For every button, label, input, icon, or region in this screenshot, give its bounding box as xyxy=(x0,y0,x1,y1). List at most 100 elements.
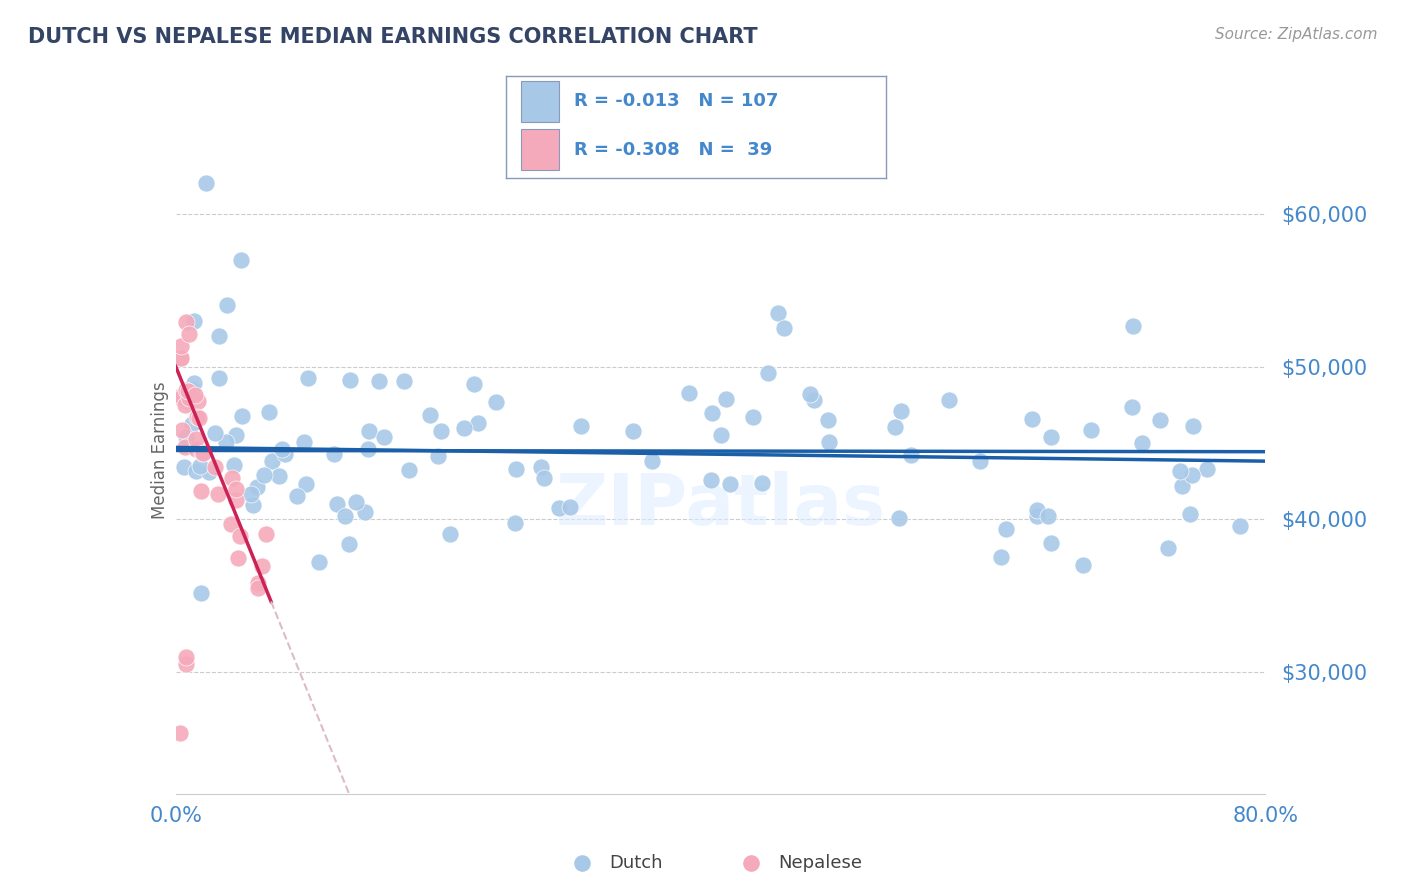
Point xyxy=(529,460,551,475)
Point xyxy=(297,371,319,385)
Point xyxy=(322,447,344,461)
Point xyxy=(174,649,197,664)
Point xyxy=(174,394,197,409)
Point xyxy=(426,449,449,463)
Point xyxy=(217,298,239,312)
Point xyxy=(818,435,841,450)
Point xyxy=(225,428,247,442)
Point xyxy=(398,462,420,476)
Text: Source: ZipAtlas.com: Source: ZipAtlas.com xyxy=(1215,27,1378,42)
Point xyxy=(177,326,200,341)
Point xyxy=(198,466,221,480)
Point xyxy=(174,430,197,444)
Point xyxy=(1182,419,1205,434)
Point xyxy=(339,373,361,387)
Point xyxy=(368,374,391,388)
Point xyxy=(1025,509,1047,524)
Point xyxy=(169,726,191,740)
Point xyxy=(419,408,441,422)
Point xyxy=(308,555,330,569)
Point xyxy=(990,550,1012,565)
Point xyxy=(430,424,453,438)
Point xyxy=(187,410,209,425)
Point xyxy=(344,494,367,508)
Text: Nepalese: Nepalese xyxy=(779,854,862,872)
Point xyxy=(229,252,252,267)
Point xyxy=(191,446,214,460)
Point xyxy=(267,468,290,483)
Point xyxy=(354,505,377,519)
Point xyxy=(741,409,763,424)
Point xyxy=(225,482,247,496)
Point xyxy=(1178,508,1201,522)
Point xyxy=(215,435,238,450)
Point xyxy=(246,481,269,495)
Point xyxy=(231,409,253,423)
Point xyxy=(1121,401,1143,415)
Point xyxy=(273,447,295,461)
Point xyxy=(803,392,825,407)
Point xyxy=(768,306,790,320)
Point xyxy=(170,351,193,366)
Point xyxy=(326,498,349,512)
Point xyxy=(177,384,200,398)
Point xyxy=(467,416,489,430)
Point xyxy=(204,425,226,440)
Point xyxy=(969,453,991,467)
Point xyxy=(439,526,461,541)
Point xyxy=(191,446,214,460)
Point xyxy=(1132,436,1154,450)
Point xyxy=(222,458,245,473)
Point xyxy=(254,527,277,541)
Point xyxy=(207,487,229,501)
Point xyxy=(183,314,205,328)
Point xyxy=(229,529,252,543)
Point xyxy=(167,390,190,404)
Point xyxy=(1229,518,1251,533)
Point xyxy=(190,586,212,600)
Point xyxy=(262,454,284,468)
Point xyxy=(453,421,475,435)
Point xyxy=(246,581,269,595)
Text: R = -0.013   N = 107: R = -0.013 N = 107 xyxy=(575,93,779,111)
Text: Dutch: Dutch xyxy=(609,854,662,872)
Point xyxy=(718,476,741,491)
Point xyxy=(548,500,571,515)
Point xyxy=(571,856,593,871)
Point xyxy=(357,442,380,457)
Point xyxy=(170,339,193,353)
Point xyxy=(174,398,197,412)
Point xyxy=(170,390,193,404)
Point xyxy=(285,489,308,503)
Point xyxy=(621,424,644,438)
Point xyxy=(533,471,555,485)
Point xyxy=(187,393,209,408)
Point xyxy=(246,576,269,591)
Point xyxy=(176,315,198,329)
Point xyxy=(1197,461,1219,475)
Point xyxy=(890,403,912,417)
Point xyxy=(558,500,581,514)
Point xyxy=(889,510,911,524)
Point xyxy=(225,492,247,507)
Point xyxy=(756,366,779,380)
Point xyxy=(186,409,208,424)
Point xyxy=(221,517,243,532)
Point xyxy=(710,427,733,442)
Point xyxy=(257,404,280,418)
Point xyxy=(176,383,198,397)
FancyBboxPatch shape xyxy=(522,81,560,122)
Point xyxy=(333,508,356,523)
Point xyxy=(1040,536,1063,550)
Point xyxy=(503,516,526,531)
Point xyxy=(1071,558,1094,572)
Point xyxy=(174,657,197,672)
Point xyxy=(204,459,226,474)
Point xyxy=(751,476,773,491)
Point xyxy=(1149,413,1171,427)
Point xyxy=(208,329,231,343)
Point xyxy=(1180,468,1202,483)
Point xyxy=(170,351,193,365)
Point xyxy=(700,406,723,420)
Point xyxy=(1026,503,1049,517)
